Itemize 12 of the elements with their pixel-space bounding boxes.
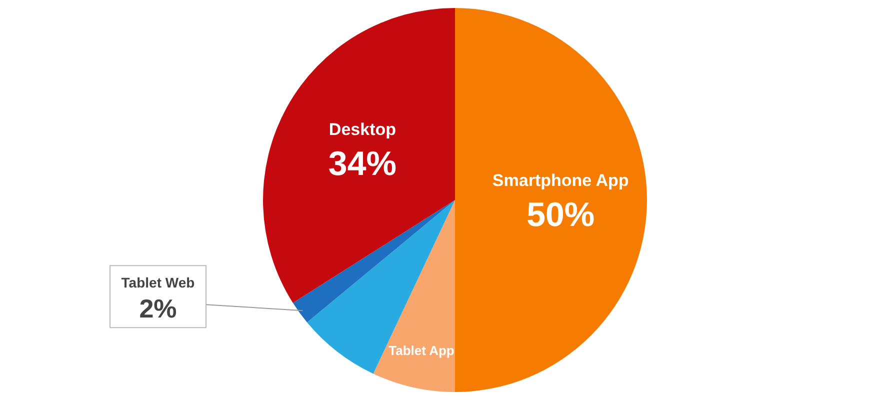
pie-slice xyxy=(455,8,647,392)
slice-label: Desktop xyxy=(328,120,396,140)
pie-slice xyxy=(292,200,455,322)
data-label: 34% xyxy=(328,145,396,184)
slice-label: Smartphone App xyxy=(492,171,629,190)
pie-slice xyxy=(373,200,455,392)
slice-label: Tablet App xyxy=(388,342,454,358)
slice-label: Tablet Web xyxy=(121,274,195,291)
pie-slice xyxy=(263,8,455,303)
data-label: 50% xyxy=(526,196,595,234)
pie-slice xyxy=(307,200,455,374)
data-label: 2% xyxy=(139,294,177,324)
